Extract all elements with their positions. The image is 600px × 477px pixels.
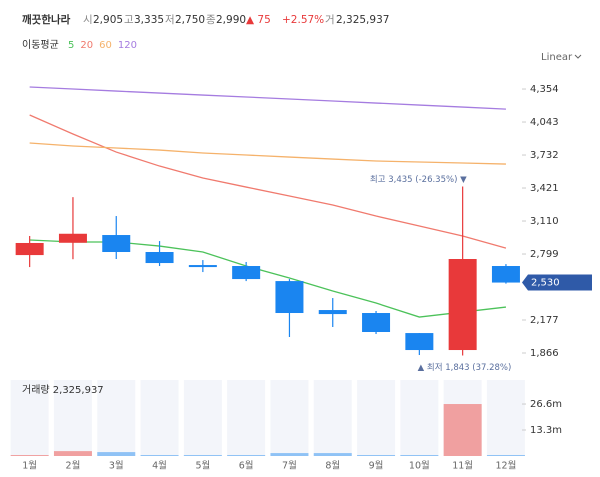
volume-band bbox=[357, 380, 396, 456]
volume-bar bbox=[140, 455, 179, 456]
low-value: 2,750 bbox=[175, 14, 205, 26]
x-tick-label: 8월 bbox=[325, 460, 340, 472]
x-tick-label: 3월 bbox=[109, 460, 124, 472]
high-annotation: 최고 3,435 (-26.35%) ▼ bbox=[370, 174, 467, 185]
volume-label: 거 bbox=[325, 14, 335, 26]
open-value: 2,905 bbox=[93, 14, 123, 26]
low-annotation: ▲ 최저 1,843 (37.28%) bbox=[418, 362, 512, 373]
volume-value: 2,325,937 bbox=[336, 14, 389, 26]
volume-band bbox=[486, 380, 525, 456]
volume-tick-label: 13.3m bbox=[530, 425, 562, 436]
high-value: 3,335 bbox=[134, 14, 164, 26]
volume-band bbox=[183, 380, 222, 456]
candle-body bbox=[448, 259, 477, 351]
volume-band bbox=[400, 380, 439, 456]
candle-body bbox=[318, 310, 347, 315]
candle-body bbox=[491, 266, 520, 283]
candle-body bbox=[232, 266, 261, 280]
candle-body bbox=[275, 281, 304, 314]
open-label: 시 bbox=[83, 14, 93, 26]
volume-bar bbox=[10, 455, 49, 456]
volume-tick-label: 26.6m bbox=[530, 399, 562, 410]
stock-name: 깨끗한나라 bbox=[22, 13, 71, 26]
y-tick-label: 1,866 bbox=[530, 348, 559, 359]
volume-band bbox=[97, 380, 136, 456]
volume-band bbox=[313, 380, 352, 456]
volume-band bbox=[227, 380, 266, 456]
scale-mode[interactable]: Linear bbox=[541, 52, 573, 63]
x-tick-label: 7월 bbox=[282, 460, 297, 472]
volume-bar bbox=[357, 455, 396, 456]
candle-body bbox=[58, 233, 87, 243]
volume-bar bbox=[400, 455, 439, 456]
x-tick-label: 10월 bbox=[409, 460, 430, 472]
candle-body bbox=[362, 313, 391, 333]
volume-bar bbox=[270, 453, 309, 456]
moving-average-line bbox=[29, 239, 507, 318]
y-tick-label: 4,354 bbox=[530, 84, 559, 95]
change: ▲ 75 bbox=[246, 14, 271, 26]
y-tick-label: 4,043 bbox=[530, 117, 559, 128]
candle-body bbox=[145, 252, 174, 264]
volume-band bbox=[10, 380, 49, 456]
x-tick-label: 12월 bbox=[496, 460, 517, 472]
legend-entry: 60 bbox=[99, 40, 112, 51]
moving-average-line bbox=[29, 142, 506, 165]
legend-entry: 120 bbox=[118, 40, 137, 51]
moving-average-line bbox=[29, 86, 506, 110]
close-value: 2,990 bbox=[216, 14, 246, 26]
x-tick-label: 1월 bbox=[22, 460, 37, 472]
legend-entry: 5 bbox=[68, 40, 74, 51]
volume-band bbox=[270, 380, 309, 456]
x-tick-label: 11월 bbox=[452, 460, 473, 472]
volume-bar bbox=[53, 451, 92, 456]
candle-body bbox=[15, 242, 44, 256]
moving-average-line bbox=[29, 114, 507, 249]
low-label: 저 bbox=[165, 14, 175, 26]
volume-bar bbox=[313, 453, 352, 456]
y-tick-label: 3,110 bbox=[530, 216, 559, 227]
candle-body bbox=[188, 265, 217, 268]
change-pct: +2.57% bbox=[282, 14, 324, 26]
volume-bar bbox=[97, 452, 136, 456]
y-tick-label: 3,421 bbox=[530, 183, 559, 194]
volume-bar bbox=[183, 455, 222, 456]
current-price-label: 2,530 bbox=[531, 278, 560, 289]
volume-title: 거래량 2,325,937 bbox=[22, 384, 104, 396]
candle-body bbox=[102, 235, 131, 253]
legend-entry: 20 bbox=[80, 40, 93, 51]
ma-title: 이동평균 bbox=[22, 39, 59, 51]
x-tick-label: 5월 bbox=[195, 460, 210, 472]
y-tick-label: 2,799 bbox=[530, 249, 559, 260]
current-price-tag bbox=[522, 274, 592, 291]
high-label: 고 bbox=[124, 14, 134, 26]
y-tick-label: 2,177 bbox=[530, 315, 559, 326]
close-label: 종 bbox=[206, 14, 216, 26]
x-tick-label: 6월 bbox=[239, 460, 254, 472]
volume-bar bbox=[443, 404, 482, 456]
y-tick-label: 3,732 bbox=[530, 150, 559, 161]
volume-bar bbox=[227, 455, 266, 456]
volume-band bbox=[53, 380, 92, 456]
x-tick-label: 9월 bbox=[369, 460, 384, 472]
candle-body bbox=[405, 333, 434, 351]
x-tick-label: 2월 bbox=[66, 460, 81, 472]
volume-bar bbox=[486, 455, 525, 456]
volume-band bbox=[140, 380, 179, 456]
dropdown-chevron[interactable] bbox=[574, 54, 582, 59]
x-tick-label: 4월 bbox=[152, 460, 167, 472]
